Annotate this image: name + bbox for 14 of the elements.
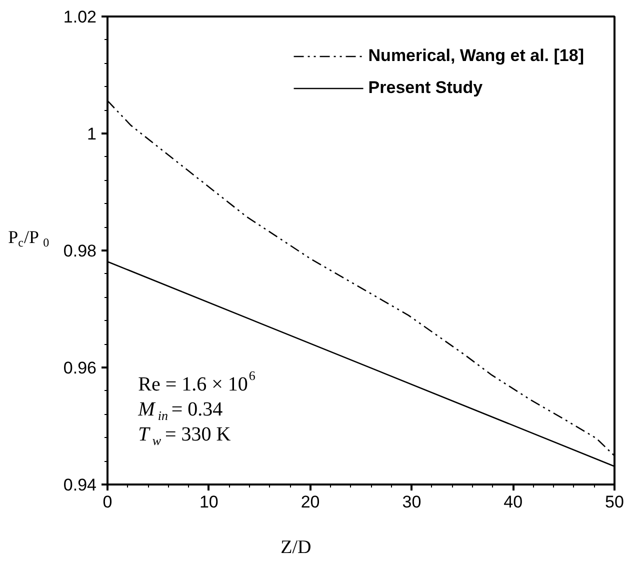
y-tick-label: 0.94 [63, 476, 97, 494]
x-tick-label: 30 [402, 492, 422, 512]
x-tick-label: 20 [300, 492, 320, 512]
x-axis-title: Z/D [280, 537, 312, 558]
x-tick-label: 50 [605, 492, 624, 512]
x-tick-label: 0 [102, 492, 112, 512]
y-tick-label: 0.98 [63, 242, 97, 260]
y-tick-label: 1 [87, 124, 97, 144]
y-tick-label: 1.02 [63, 8, 97, 26]
x-tick-label: 10 [199, 492, 218, 512]
legend-label: Present Study [368, 78, 483, 98]
y-tick-label: 0.96 [63, 358, 97, 378]
x-tick-label: 40 [504, 492, 523, 512]
legend-label: Numerical, Wang et al. [18] [368, 46, 584, 66]
